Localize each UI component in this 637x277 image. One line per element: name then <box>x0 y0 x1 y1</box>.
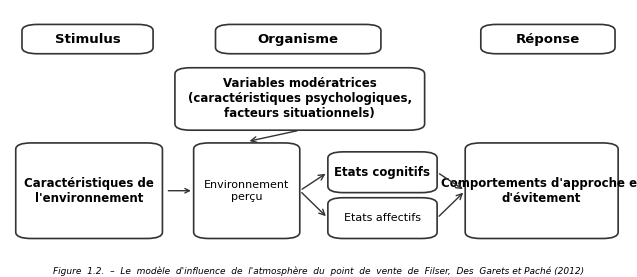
FancyBboxPatch shape <box>215 24 381 54</box>
Text: Variables modératrices
(caractéristiques psychologiques,
facteurs situationnels): Variables modératrices (caractéristiques… <box>188 78 412 120</box>
Text: Environnement
perçu: Environnement perçu <box>204 180 289 201</box>
FancyBboxPatch shape <box>175 68 425 130</box>
Text: Comportements d'approche et
d'évitement: Comportements d'approche et d'évitement <box>441 177 637 205</box>
FancyBboxPatch shape <box>465 143 618 238</box>
FancyBboxPatch shape <box>22 24 153 54</box>
Text: Etats cognitifs: Etats cognitifs <box>334 166 431 179</box>
FancyBboxPatch shape <box>328 152 437 193</box>
Text: Figure  1.2.  –  Le  modèle  d'influence  de  l'atmosphère  du  point  de  vente: Figure 1.2. – Le modèle d'influence de l… <box>53 266 584 276</box>
Text: Réponse: Réponse <box>516 33 580 46</box>
Text: Caractéristiques de
l'environnement: Caractéristiques de l'environnement <box>24 177 154 205</box>
Text: Stimulus: Stimulus <box>55 33 120 46</box>
Text: Organisme: Organisme <box>258 33 339 46</box>
FancyBboxPatch shape <box>16 143 162 238</box>
FancyBboxPatch shape <box>194 143 300 238</box>
Text: Etats affectifs: Etats affectifs <box>344 213 421 223</box>
FancyBboxPatch shape <box>328 198 437 238</box>
FancyBboxPatch shape <box>481 24 615 54</box>
